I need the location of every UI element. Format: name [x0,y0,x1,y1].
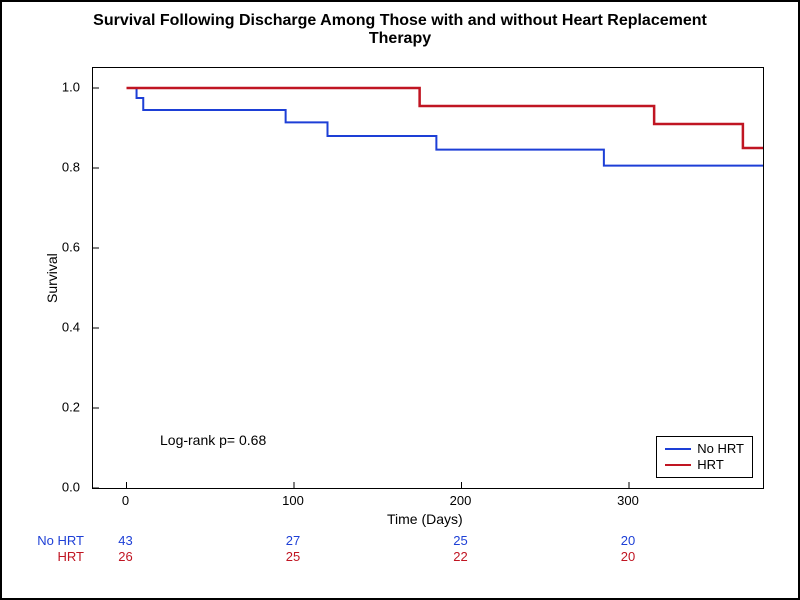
risk-row-label: HRT [58,549,84,564]
risk-value: 27 [286,533,300,548]
logrank-annotation: Log-rank p= 0.68 [160,432,266,448]
plot-area: Log-rank p= 0.68 No HRTHRT [92,67,764,489]
risk-row-label: No HRT [37,533,84,548]
chart-title-line2: Therapy [369,30,431,47]
chart-frame: Survival Following Discharge Among Those… [0,0,800,600]
legend-label: HRT [697,457,723,473]
x-tick-label: 200 [450,493,472,508]
x-tick-label: 0 [122,493,129,508]
risk-value: 43 [118,533,132,548]
x-tick-label: 100 [282,493,304,508]
legend-item: No HRT [665,441,744,457]
series-line [127,88,764,148]
legend-label: No HRT [697,441,744,457]
chart-title: Survival Following Discharge Among Those… [2,12,798,49]
y-tick-label: 1.0 [62,80,80,95]
legend-item: HRT [665,457,744,473]
legend-swatch [665,464,691,466]
y-tick-label: 0.0 [62,480,80,495]
risk-value: 25 [453,533,467,548]
y-tick-label: 0.4 [62,320,80,335]
risk-value: 20 [621,549,635,564]
y-tick-label: 0.6 [62,240,80,255]
y-axis-label: Survival [44,253,60,303]
legend: No HRTHRT [656,436,753,478]
x-axis-label: Time (Days) [387,511,463,527]
series-line [127,88,764,166]
risk-value: 26 [118,549,132,564]
y-tick-label: 0.2 [62,400,80,415]
chart-title-line1: Survival Following Discharge Among Those… [93,12,707,29]
x-tick-label: 300 [617,493,639,508]
risk-value: 25 [286,549,300,564]
plot-svg [93,68,763,488]
risk-value: 22 [453,549,467,564]
risk-value: 20 [621,533,635,548]
y-tick-label: 0.8 [62,160,80,175]
legend-swatch [665,448,691,450]
